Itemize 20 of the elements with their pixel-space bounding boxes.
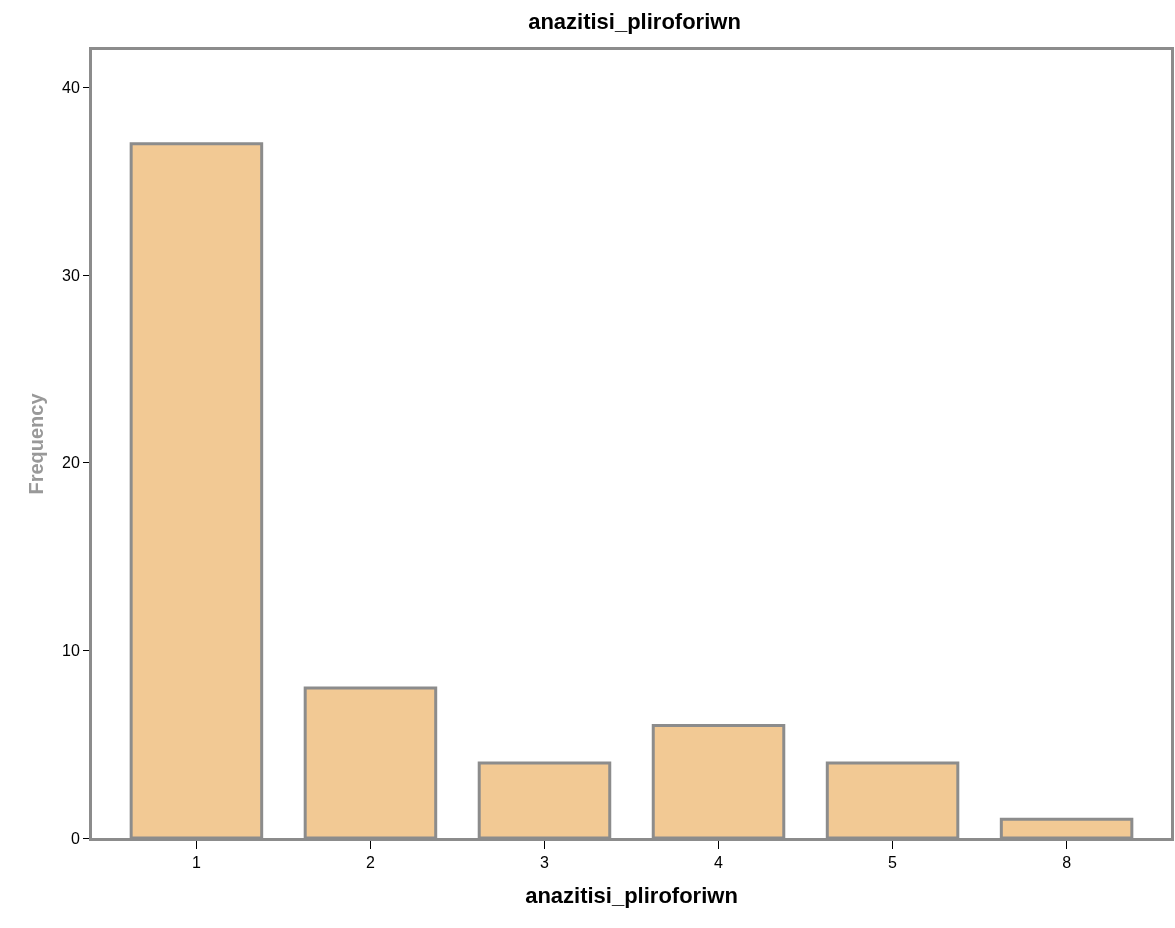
bar bbox=[129, 142, 264, 838]
y-tick-label: 30 bbox=[62, 266, 80, 284]
bar bbox=[825, 761, 960, 838]
y-axis-title: Frequency bbox=[24, 392, 47, 495]
y-tick-label: 0 bbox=[70, 829, 80, 847]
x-tick-label: 5 bbox=[888, 854, 898, 872]
x-tick-label: 8 bbox=[1062, 854, 1072, 872]
y-tick-label: 20 bbox=[62, 454, 80, 472]
chart-title: anazitisi_pliroforiwn bbox=[528, 9, 741, 35]
x-tick-label: 2 bbox=[366, 854, 375, 872]
x-axis-title: anazitisi_pliroforiwn bbox=[525, 883, 738, 909]
x-tick-label: 4 bbox=[714, 854, 724, 872]
bar bbox=[651, 723, 786, 838]
y-tick-label: 40 bbox=[62, 79, 80, 97]
x-tick-label: 3 bbox=[540, 854, 550, 872]
bar bbox=[303, 686, 438, 838]
x-tick-label: 1 bbox=[191, 854, 201, 872]
bar bbox=[477, 761, 612, 838]
y-tick-label: 10 bbox=[62, 641, 80, 659]
bar bbox=[999, 817, 1134, 838]
